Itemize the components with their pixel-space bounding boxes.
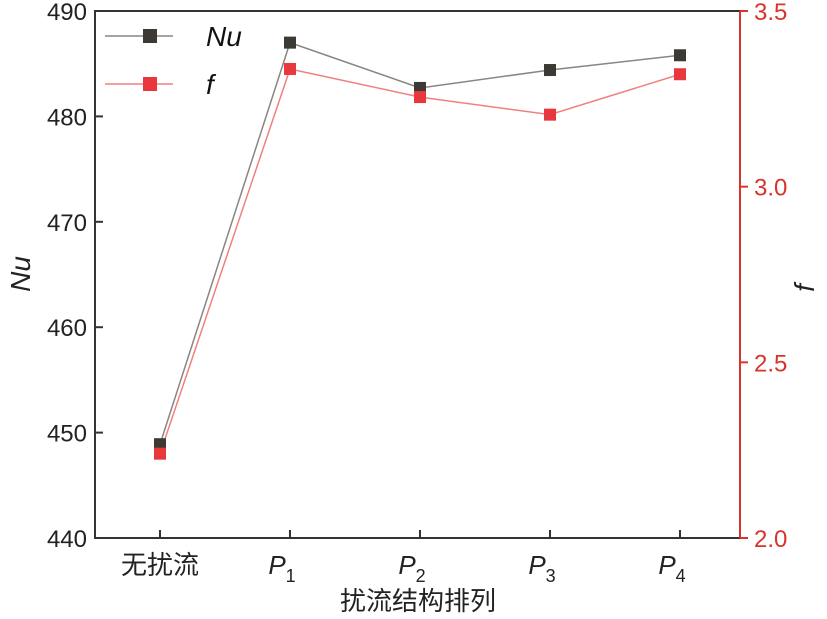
legend-marker-nu xyxy=(143,29,157,43)
y2-tick-label: 2.5 xyxy=(754,350,787,377)
x-tick-label: P1 xyxy=(268,550,295,586)
y2-tick-label: 2.0 xyxy=(754,526,787,553)
x-axis-label: 扰流结构排列 xyxy=(340,586,496,616)
y2-tick-label: 3.5 xyxy=(754,0,787,26)
legend-label-f: f xyxy=(206,69,217,100)
x-tick-label: P4 xyxy=(658,550,685,586)
y-tick-label: 470 xyxy=(47,210,87,237)
series-line-f xyxy=(159,68,681,454)
x-tick-label: P3 xyxy=(528,550,555,586)
data-point-nu xyxy=(414,81,426,94)
y2-tick-label: 3.0 xyxy=(754,175,787,202)
data-point-f xyxy=(674,68,686,81)
y-tick-label: 480 xyxy=(47,104,87,131)
data-point-f xyxy=(154,447,166,460)
x-tick-label: P2 xyxy=(398,550,425,586)
data-point-nu xyxy=(154,438,166,451)
y-axis-label: Nu xyxy=(5,256,36,292)
y-tick-label: 460 xyxy=(47,315,87,342)
data-point-f xyxy=(414,91,426,104)
data-point-nu xyxy=(544,64,556,77)
y-tick-label: 440 xyxy=(47,526,87,553)
y-tick-label: 450 xyxy=(47,421,87,448)
legend-label-nu: Nu xyxy=(206,21,242,52)
data-point-nu xyxy=(284,36,296,49)
legend-marker-f xyxy=(143,77,157,91)
legend: Nu f xyxy=(105,21,242,100)
y-tick-label: 490 xyxy=(47,0,87,26)
y2-axis-label: f xyxy=(789,281,820,292)
data-point-nu xyxy=(674,49,686,62)
x-tick-label: 无扰流 xyxy=(121,550,199,580)
data-point-f xyxy=(284,62,296,75)
data-point-f xyxy=(544,108,556,121)
